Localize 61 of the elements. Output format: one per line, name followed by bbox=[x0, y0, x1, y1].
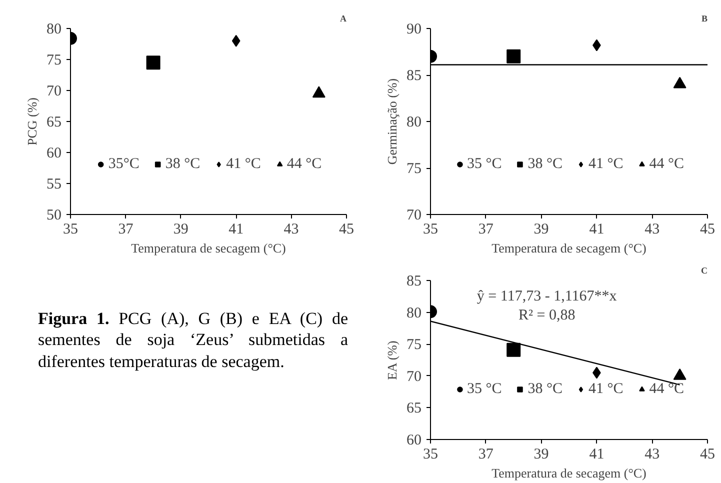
y-tick-label: 50 bbox=[46, 208, 62, 224]
x-tick-label: 35 bbox=[423, 222, 438, 238]
x-tick-label: 37 bbox=[478, 446, 494, 462]
y-tick-label: 75 bbox=[406, 337, 422, 354]
y-tick-label: 80 bbox=[406, 305, 422, 322]
y-tick-label: 85 bbox=[406, 68, 422, 84]
legend-label: 41 °C bbox=[226, 156, 261, 172]
legend-label: 38 °C bbox=[165, 156, 200, 172]
y-tick-label: 80 bbox=[46, 22, 62, 38]
chart-title: B bbox=[701, 14, 708, 24]
legend-label: 35 °C bbox=[466, 156, 502, 172]
point bbox=[506, 342, 521, 357]
y-axis-title: PCG (%) bbox=[24, 97, 40, 146]
legend-label: 35 °C bbox=[466, 380, 502, 398]
y-tick-label: 90 bbox=[406, 22, 422, 38]
legend-label: 35°C bbox=[108, 156, 140, 172]
y-tick-label: 70 bbox=[406, 208, 422, 224]
x-tick-label: 43 bbox=[284, 222, 299, 238]
x-tick-label: 41 bbox=[589, 222, 604, 238]
y-tick-label: 65 bbox=[46, 114, 62, 130]
x-tick-label: 35 bbox=[63, 222, 78, 238]
x-tick-label: 37 bbox=[478, 222, 494, 238]
y-tick-label: 75 bbox=[406, 161, 422, 177]
legend-label: 44 °C bbox=[286, 156, 322, 172]
y-tick-label: 60 bbox=[406, 432, 422, 448]
y-tick-label: 65 bbox=[406, 400, 422, 417]
legend-label: 38 °C bbox=[528, 156, 562, 172]
x-axis-title: Temperatura de secagem (°C) bbox=[492, 240, 646, 256]
x-tick-label: 35 bbox=[423, 446, 438, 462]
y-axis-title: EA (%) bbox=[384, 340, 400, 380]
x-tick-label: 43 bbox=[644, 446, 660, 462]
chart-title: A bbox=[340, 14, 347, 24]
x-axis-title: Temperatura de secagem (°C) bbox=[492, 466, 646, 480]
x-tick-label: 45 bbox=[700, 222, 715, 238]
x-tick-label: 45 bbox=[339, 222, 354, 238]
x-tick-label: 43 bbox=[644, 222, 660, 238]
x-tick-label: 37 bbox=[118, 222, 134, 238]
chart-title: C bbox=[701, 266, 708, 276]
x-tick-label: 45 bbox=[700, 446, 715, 462]
y-tick-label: 60 bbox=[46, 146, 62, 162]
x-tick-label: 39 bbox=[173, 222, 188, 238]
x-tick-label: 39 bbox=[534, 222, 549, 238]
legend-label: 44 °C bbox=[649, 380, 684, 398]
y-tick-label: 70 bbox=[406, 368, 422, 385]
y-tick-label: 70 bbox=[46, 84, 62, 100]
annotation: R² = 0,88 bbox=[518, 308, 576, 324]
y-tick-label: 75 bbox=[46, 52, 62, 68]
y-tick-label: 80 bbox=[406, 114, 422, 130]
annotation: ŷ = 117,73 - 1,1167**x bbox=[476, 288, 618, 304]
x-tick-label: 41 bbox=[589, 446, 604, 462]
y-tick-label: 55 bbox=[46, 176, 62, 192]
legend-label: 41 °C bbox=[588, 380, 624, 398]
x-tick-label: 39 bbox=[534, 446, 549, 462]
legend-label: 44 °C bbox=[649, 156, 684, 172]
text: Figura 1. bbox=[38, 309, 110, 328]
y-axis-title: Germinação (%) bbox=[384, 78, 400, 165]
x-tick-label: 41 bbox=[228, 222, 244, 238]
legend-label: 38 °C bbox=[528, 380, 562, 398]
x-axis-title: Temperatura de secagem (°C) bbox=[131, 240, 286, 256]
legend-label: 41 °C bbox=[588, 156, 624, 172]
y-tick-label: 85 bbox=[406, 274, 422, 290]
